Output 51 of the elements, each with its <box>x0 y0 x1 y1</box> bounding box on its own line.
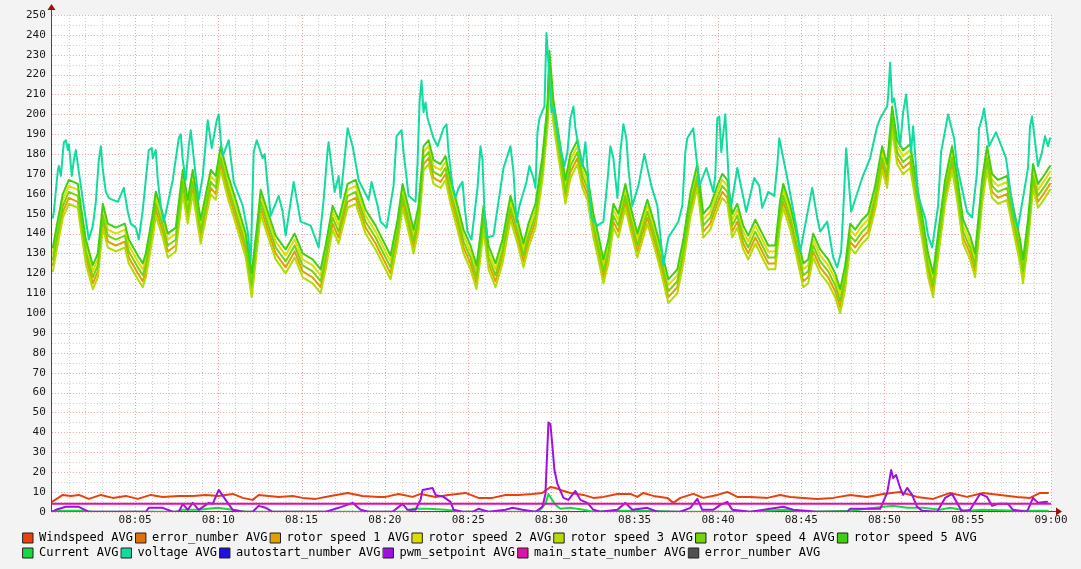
y-tick-label: 240 <box>25 27 46 41</box>
x-tick-label: 09:00 <box>1034 513 1068 527</box>
x-tick-label: 08:35 <box>618 513 652 527</box>
legend-label: error_number AVG <box>704 545 821 560</box>
x-tick-label: 08:30 <box>534 513 568 527</box>
x-tick-label: 08:45 <box>784 513 818 527</box>
x-tick-label: 08:40 <box>701 513 735 527</box>
x-tick-label: 08:50 <box>867 513 902 527</box>
y-tick-label: 230 <box>25 47 46 61</box>
y-tick-label: 220 <box>25 67 46 81</box>
y-tick-label: 130 <box>25 246 46 260</box>
y-tick-label: 60 <box>32 385 46 399</box>
legend-label: autostart_number AVG <box>235 545 381 560</box>
y-tick-label: 0 <box>39 504 46 518</box>
legend-label: rotor speed 4 AVG <box>711 530 835 545</box>
x-tick-label: 08:20 <box>368 513 402 527</box>
y-tick-label: 110 <box>25 286 46 300</box>
legend-label: main_state_number AVG <box>534 545 686 560</box>
legend-label: rotor speed 1 AVG <box>286 530 410 545</box>
y-tick-label: 180 <box>25 146 46 160</box>
y-tick-label: 200 <box>25 107 46 121</box>
legend-label: error_number AVG <box>151 530 268 545</box>
y-tick-label: 80 <box>32 345 46 359</box>
y-tick-label: 170 <box>25 166 46 180</box>
y-tick-label: 140 <box>25 226 46 240</box>
y-tick-label: 40 <box>32 425 46 439</box>
y-tick-label: 50 <box>32 405 46 419</box>
y-tick-label: 10 <box>32 484 46 498</box>
x-tick-label: 08:05 <box>118 513 152 527</box>
y-tick-label: 160 <box>25 186 46 200</box>
y-tick-label: 150 <box>25 206 46 220</box>
y-tick-label: 120 <box>25 266 46 280</box>
y-tick-label: 90 <box>32 325 46 339</box>
y-tick-label: 100 <box>25 305 46 319</box>
legend-label: rotor speed 2 AVG <box>428 530 552 545</box>
y-tick-label: 250 <box>25 7 46 21</box>
y-tick-label: 70 <box>32 365 46 379</box>
x-tick-label: 08:25 <box>451 513 485 527</box>
legend-label: rotor speed 5 AVG <box>853 530 977 545</box>
x-tick-label: 08:10 <box>201 513 235 527</box>
y-tick-label: 190 <box>25 127 46 141</box>
y-tick-label: 20 <box>32 464 46 478</box>
legend-label: rotor speed 3 AVG <box>570 530 693 545</box>
legend-label: voltage AVG <box>137 545 217 560</box>
y-tick-label: 30 <box>32 445 46 459</box>
legend-label: pwm_setpoint AVG <box>399 545 516 560</box>
legend-label: Current AVG <box>39 545 119 560</box>
legend-label: Windspeed AVG <box>39 530 133 545</box>
x-tick-label: 08:55 <box>951 513 985 527</box>
x-tick-label: 08:15 <box>285 513 319 527</box>
y-tick-label: 210 <box>25 87 46 101</box>
